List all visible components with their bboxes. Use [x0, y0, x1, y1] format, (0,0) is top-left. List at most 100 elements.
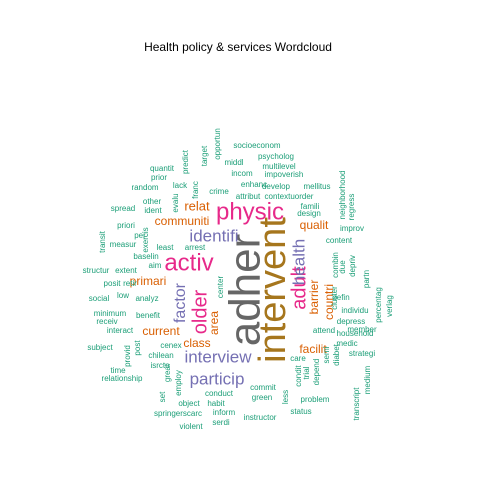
word-barrier: barrier [307, 280, 321, 315]
word-posit: posit [104, 279, 122, 288]
word-predict: predict [181, 149, 190, 174]
word-interview: interview [184, 347, 252, 366]
word-improv: improv [340, 224, 364, 233]
word-famili: famili [301, 202, 320, 211]
word-incom: incom [231, 169, 253, 178]
word-random: random [131, 183, 158, 192]
word-benefit: benefit [136, 311, 161, 320]
word-minimum: minimum [94, 309, 127, 318]
word-depend: depend [312, 359, 321, 386]
word-qualit: qualit [300, 218, 329, 232]
word-center: center [216, 276, 225, 299]
word-factor: factor [172, 282, 189, 323]
word-spread: spread [111, 204, 135, 213]
word-defin: defin [332, 293, 349, 302]
word-opportun: opportun [213, 128, 222, 160]
word-strategi: strategi [349, 349, 375, 358]
word-regress: regress [347, 194, 356, 221]
word-inform: inform [213, 408, 236, 417]
word-violent: violent [179, 422, 203, 431]
word-intervent: intervent [252, 217, 294, 363]
word-medic: medic [336, 339, 357, 348]
word-conduct: conduct [205, 389, 234, 398]
word-identifi: identifi [189, 226, 238, 245]
word-care: care [290, 354, 306, 363]
word-cluster: cluster [330, 286, 339, 310]
word-class: class [183, 336, 210, 350]
word-attend: attend [313, 326, 335, 335]
word-transcript: transcript [352, 387, 361, 421]
word-semi: semi [322, 346, 331, 363]
word-quantit: quantit [150, 164, 175, 173]
word-employ: employ [174, 370, 183, 396]
word-baselin: baselin [133, 252, 158, 261]
word-great: great [163, 363, 172, 382]
word-multilevel: multilevel [262, 162, 296, 171]
word-per: per [134, 231, 146, 240]
word-content: content [326, 236, 353, 245]
word-develop: develop [262, 182, 291, 191]
word-springerscarc: springerscarc [154, 409, 202, 418]
word-percentag: percentag [374, 287, 383, 323]
word-relationship: relationship [102, 374, 143, 383]
word-exercis: exercis [141, 227, 150, 252]
word-least: least [157, 243, 175, 252]
word-low: low [117, 291, 129, 300]
word-instructor: instructor [244, 413, 277, 422]
word-current: current [142, 324, 180, 338]
word-adult: adult [288, 266, 310, 310]
word-chilean: chilean [148, 351, 173, 360]
word-franc: franc [191, 181, 200, 199]
word-medium: medium [363, 365, 372, 394]
word-commit: commit [250, 383, 277, 392]
word-physic: physic [216, 198, 284, 225]
word-individu: individu [341, 306, 368, 315]
word-communiti: communiti [155, 214, 210, 228]
word-priori: priori [117, 221, 135, 230]
word-time: time [110, 366, 126, 375]
word-transit: transit [98, 230, 107, 253]
word-green: green [252, 393, 272, 402]
word-other: other [143, 197, 162, 206]
word-trial: trial [302, 366, 311, 379]
word-problem: problem [301, 395, 330, 404]
word-household: household [337, 329, 374, 338]
word-crime: crime [209, 187, 229, 196]
word-depriv: depriv [348, 255, 357, 277]
word-post: post [133, 340, 142, 356]
word-particip: particip [190, 369, 245, 388]
word-depress: depress [337, 317, 365, 326]
word-design: design [297, 209, 321, 218]
word-older: older [189, 289, 211, 334]
word-isrctn: isrctn [150, 361, 169, 370]
word-health: health [289, 239, 308, 285]
word-psycholog: psycholog [258, 152, 294, 161]
word-cenex: cenex [160, 341, 181, 350]
word-aim: aim [149, 261, 162, 270]
word-ident: ident [144, 206, 162, 215]
chart-title: Health policy & services Wordcloud [144, 40, 332, 54]
word-impoverish: impoverish [265, 170, 304, 179]
word-primari: primari [130, 274, 167, 288]
word-interact: interact [107, 326, 134, 335]
word-due: due [338, 260, 347, 274]
word-analyz: analyz [135, 294, 158, 303]
word-receiv: receiv [96, 317, 117, 326]
word-target: target [200, 145, 209, 166]
word-partn: partn [362, 270, 371, 288]
word-contextuorder: contextuorder [265, 192, 314, 201]
word-relat: relat [184, 198, 210, 213]
word-verlag: verlag [385, 295, 394, 317]
word-condit: condit [294, 365, 303, 387]
word-countri: countri [322, 284, 336, 320]
word-provid: provid [123, 345, 132, 367]
word-activ: activ [164, 249, 213, 276]
word-subject: subject [87, 343, 113, 352]
word-evalu: evalu [171, 193, 180, 212]
word-social: social [89, 294, 110, 303]
word-facilit: facilit [299, 342, 327, 356]
word-status: status [290, 407, 311, 416]
word-serdi: serdi [212, 418, 230, 427]
